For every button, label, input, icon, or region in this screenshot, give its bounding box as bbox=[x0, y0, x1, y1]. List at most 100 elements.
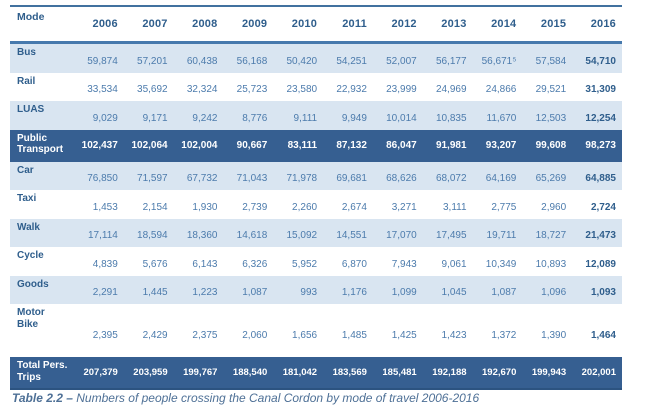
table-row-car: Car 76,850 71,597 67,732 71,043 71,978 69,681 6… bbox=[10, 161, 622, 190]
value-cell: 1,099 bbox=[391, 287, 417, 298]
value-cell: 24,866 bbox=[485, 84, 517, 95]
value-cell: 23,580 bbox=[286, 84, 318, 95]
value-cell: 181,042 bbox=[282, 367, 318, 378]
value-cell: 69,681 bbox=[336, 173, 367, 184]
row-label: Cycle bbox=[17, 250, 44, 261]
value-cell: 86,047 bbox=[386, 140, 417, 151]
table-caption: Table 2.2 – Numbers of people crossing t… bbox=[12, 391, 479, 405]
value-cell: 67,732 bbox=[186, 173, 218, 184]
value-cell: 192,670 bbox=[482, 367, 517, 378]
value-cell: 1,453 bbox=[92, 201, 118, 213]
value-cell: 1,425 bbox=[391, 330, 417, 341]
value-cell: 12,089 bbox=[585, 258, 616, 270]
value-cell: 2,291 bbox=[92, 287, 118, 298]
table-header-row: Mode 2006 2007 2008 2009 2010 2011 2012 2013 201… bbox=[10, 5, 622, 44]
value-cell: 54,251 bbox=[336, 55, 367, 67]
value-cell: 87,132 bbox=[336, 140, 367, 151]
value-cell: 10,835 bbox=[435, 112, 467, 124]
value-cell: 18,360 bbox=[186, 230, 218, 241]
value-cell: 59,874 bbox=[87, 55, 118, 67]
table-row-walk: Walk 17,114 18,594 18,360 14,618 15,092 14,551… bbox=[10, 218, 622, 247]
value-cell: 9,029 bbox=[92, 112, 118, 124]
value-cell: 9,171 bbox=[142, 112, 168, 124]
value-cell: 5,952 bbox=[292, 258, 318, 270]
value-cell: 2,154 bbox=[142, 201, 168, 213]
value-cell: 15,092 bbox=[286, 230, 318, 241]
value-cell: 203,959 bbox=[133, 367, 168, 378]
value-cell: 83,111 bbox=[287, 140, 318, 151]
value-cell: 2,060 bbox=[242, 330, 268, 341]
value-cell: 29,521 bbox=[535, 84, 567, 95]
value-cell: 71,043 bbox=[236, 173, 268, 184]
value-cell: 2,724 bbox=[590, 201, 616, 213]
value-cell: 1,423 bbox=[441, 330, 467, 341]
value-cell: 1,656 bbox=[292, 330, 318, 341]
value-cell: 1,096 bbox=[541, 287, 567, 298]
value-cell: 50,420 bbox=[286, 55, 318, 67]
value-cell: 8,776 bbox=[242, 112, 268, 124]
table-row-rail: Rail 33,534 35,692 32,324 25,723 23,580 22,932… bbox=[10, 72, 622, 101]
value-cell: 1,930 bbox=[192, 201, 218, 213]
table-row-luas: LUAS 9,029 9,171 9,242 8,776 9,111 9,949 10,014… bbox=[10, 101, 622, 130]
value-cell: 6,326 bbox=[242, 258, 268, 270]
value-cell: 199,767 bbox=[183, 367, 218, 378]
value-cell: 12,503 bbox=[535, 112, 567, 124]
value-cell: 9,111 bbox=[293, 112, 318, 124]
row-label: Bus bbox=[17, 47, 36, 58]
row-label: Walk bbox=[17, 221, 40, 233]
value-cell: 1,045 bbox=[441, 287, 467, 298]
value-cell: 102,004 bbox=[181, 140, 218, 151]
value-cell: 2,375 bbox=[192, 330, 218, 341]
caption-text: Numbers of people crossing the Canal Cor… bbox=[72, 391, 480, 405]
value-cell: 1,093 bbox=[590, 287, 616, 298]
value-cell: 56,168 bbox=[236, 55, 268, 67]
value-cell: 2,395 bbox=[92, 330, 118, 341]
value-cell: 3,271 bbox=[391, 201, 417, 213]
value-cell: 71,597 bbox=[137, 173, 168, 184]
year-header-2006: 2006 bbox=[92, 18, 118, 30]
value-cell: 7,943 bbox=[391, 258, 417, 270]
value-cell: 11,670 bbox=[486, 112, 517, 124]
table-body: Bus 59,874 57,201 60,438 56,168 50,420 54,251 5… bbox=[10, 44, 622, 390]
value-cell: 24,969 bbox=[435, 84, 467, 95]
value-cell: 1,087 bbox=[491, 287, 517, 298]
table-row-motor-bike: Motor Bike 2,395 2,429 2,375 2,060 1,656 1,485… bbox=[10, 304, 622, 347]
canal-cordon-mode-table: Mode 2006 2007 2008 2009 2010 2011 2012 2013 201… bbox=[10, 5, 622, 390]
year-header-2014: 2014 bbox=[491, 18, 517, 30]
year-header-2015: 2015 bbox=[540, 18, 567, 30]
value-cell: 64,169 bbox=[485, 173, 517, 184]
table-row-taxi: Taxi 1,453 2,154 1,930 2,739 2,260 2,674 3,271 3… bbox=[10, 190, 622, 219]
value-cell: 202,001 bbox=[581, 367, 616, 378]
value-cell: 2,775 bbox=[491, 201, 517, 213]
value-cell: 25,723 bbox=[236, 84, 268, 95]
value-cell: 183,569 bbox=[332, 367, 367, 378]
value-cell: 1,176 bbox=[341, 287, 367, 298]
value-cell: 192,188 bbox=[432, 367, 467, 378]
value-cell: 2,960 bbox=[541, 201, 567, 213]
value-cell: 90,667 bbox=[236, 140, 268, 151]
value-cell: 10,014 bbox=[386, 112, 417, 124]
value-cell: 6,143 bbox=[192, 258, 218, 270]
value-cell: 76,850 bbox=[87, 173, 118, 184]
value-cell: 5,676 bbox=[142, 258, 168, 270]
value-cell: 102,064 bbox=[131, 140, 168, 151]
row-label: Total Pers. Trips bbox=[17, 360, 68, 383]
value-cell: 1,372 bbox=[491, 330, 517, 341]
value-cell: 19,711 bbox=[486, 230, 517, 241]
year-header-2016: 2016 bbox=[590, 18, 616, 30]
table-row-bus: Bus 59,874 57,201 60,438 56,168 50,420 54,251 5… bbox=[10, 44, 622, 73]
value-cell: 18,594 bbox=[137, 230, 168, 241]
mode-column-header: Mode bbox=[17, 11, 45, 23]
value-cell: 56,177 bbox=[435, 55, 467, 67]
value-cell: 64,885 bbox=[585, 173, 616, 184]
row-label: LUAS bbox=[17, 104, 45, 115]
value-cell: 65,269 bbox=[535, 173, 567, 184]
value-cell: 23,999 bbox=[386, 84, 417, 95]
value-cell: 32,324 bbox=[186, 84, 218, 95]
value-cell: 10,349 bbox=[485, 258, 517, 270]
value-cell: 1,485 bbox=[341, 330, 367, 341]
caption-number: Table 2.2 – bbox=[12, 391, 73, 405]
value-cell: 6,870 bbox=[341, 258, 367, 270]
value-cell: 185,481 bbox=[382, 367, 417, 378]
table-row-total-pers-trips: Total Pers. Trips 207,379 203,959 199,767 18… bbox=[10, 357, 622, 390]
